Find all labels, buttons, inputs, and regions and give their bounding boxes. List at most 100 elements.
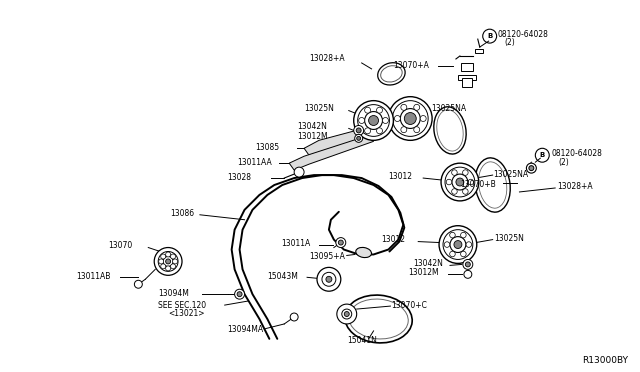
Circle shape <box>173 259 177 264</box>
Circle shape <box>170 264 175 269</box>
Circle shape <box>413 105 420 110</box>
Circle shape <box>337 304 356 324</box>
Text: 13025N: 13025N <box>495 234 525 243</box>
Circle shape <box>365 107 371 113</box>
Circle shape <box>369 116 378 125</box>
Circle shape <box>463 170 468 175</box>
Circle shape <box>161 254 166 259</box>
Polygon shape <box>304 121 398 155</box>
Text: 13070+B: 13070+B <box>460 180 495 189</box>
Circle shape <box>401 109 420 128</box>
Circle shape <box>420 116 426 122</box>
Circle shape <box>454 241 462 248</box>
Circle shape <box>158 251 178 271</box>
Text: 13028: 13028 <box>228 173 252 182</box>
Text: 13042N: 13042N <box>297 122 327 131</box>
Circle shape <box>444 242 450 247</box>
Text: 13012M: 13012M <box>408 268 439 277</box>
Circle shape <box>404 113 416 125</box>
Text: 13012M: 13012M <box>297 132 328 141</box>
Circle shape <box>170 254 175 259</box>
Circle shape <box>294 167 304 177</box>
Circle shape <box>401 105 407 110</box>
Circle shape <box>401 127 407 133</box>
Text: (2): (2) <box>504 38 515 46</box>
Text: 13070+C: 13070+C <box>392 301 428 310</box>
Circle shape <box>365 112 383 129</box>
Polygon shape <box>289 135 374 170</box>
Circle shape <box>342 309 352 319</box>
Text: 13011AB: 13011AB <box>76 272 110 281</box>
Circle shape <box>317 267 341 291</box>
Circle shape <box>290 313 298 321</box>
Circle shape <box>376 128 383 134</box>
Text: 13028+A: 13028+A <box>557 183 593 192</box>
Text: R13000BY: R13000BY <box>582 356 628 365</box>
Circle shape <box>526 163 536 173</box>
Circle shape <box>450 251 455 257</box>
Bar <box>461 63 473 71</box>
Circle shape <box>383 118 388 124</box>
Circle shape <box>463 189 468 194</box>
Circle shape <box>464 270 472 278</box>
Circle shape <box>154 247 182 275</box>
Text: 13094M: 13094M <box>158 289 189 298</box>
Circle shape <box>450 232 455 238</box>
Text: B: B <box>540 152 545 158</box>
Text: 13094MA: 13094MA <box>228 326 264 334</box>
Text: 13025N: 13025N <box>304 104 334 113</box>
Text: 08120-64028: 08120-64028 <box>498 30 548 39</box>
Circle shape <box>356 128 361 133</box>
Circle shape <box>461 251 466 257</box>
Circle shape <box>446 179 452 185</box>
Text: (2): (2) <box>558 158 569 167</box>
Text: 15043M: 15043M <box>268 272 298 281</box>
Circle shape <box>466 242 472 247</box>
Text: 13011AA: 13011AA <box>237 158 273 167</box>
Circle shape <box>452 170 457 175</box>
Circle shape <box>354 125 364 135</box>
Text: 13085: 13085 <box>255 143 280 152</box>
Text: B: B <box>487 33 492 39</box>
Circle shape <box>354 101 394 140</box>
Circle shape <box>456 178 464 186</box>
Circle shape <box>452 174 468 190</box>
Circle shape <box>376 107 383 113</box>
Circle shape <box>166 252 171 257</box>
Circle shape <box>344 311 349 317</box>
Circle shape <box>235 289 244 299</box>
Text: 15041N: 15041N <box>347 336 376 345</box>
Text: 13025NA: 13025NA <box>431 104 467 113</box>
Circle shape <box>465 262 470 267</box>
Circle shape <box>463 259 473 269</box>
Text: SEE SEC.120: SEE SEC.120 <box>158 301 206 310</box>
Text: 13095+A: 13095+A <box>309 252 345 261</box>
Text: 13028+A: 13028+A <box>309 54 345 64</box>
Circle shape <box>326 276 332 282</box>
Text: 13042N: 13042N <box>413 259 443 268</box>
Circle shape <box>355 134 363 142</box>
Circle shape <box>358 118 365 124</box>
Circle shape <box>394 116 401 122</box>
Text: 13012: 13012 <box>388 171 412 180</box>
Circle shape <box>159 259 164 264</box>
Circle shape <box>339 240 343 245</box>
Circle shape <box>322 272 336 286</box>
Circle shape <box>529 166 534 171</box>
Text: <13021>: <13021> <box>168 308 205 318</box>
Text: 13086: 13086 <box>170 209 194 218</box>
Circle shape <box>161 264 166 269</box>
Circle shape <box>166 266 171 271</box>
Circle shape <box>450 237 466 253</box>
Text: 13025NA: 13025NA <box>493 170 529 179</box>
Ellipse shape <box>356 247 371 257</box>
Circle shape <box>356 137 361 140</box>
Text: 13012: 13012 <box>381 235 406 244</box>
Bar <box>475 49 483 53</box>
Circle shape <box>413 127 420 133</box>
Circle shape <box>163 256 173 266</box>
Text: 13011A: 13011A <box>281 239 310 248</box>
Circle shape <box>441 163 479 201</box>
Circle shape <box>439 226 477 263</box>
Circle shape <box>365 128 371 134</box>
